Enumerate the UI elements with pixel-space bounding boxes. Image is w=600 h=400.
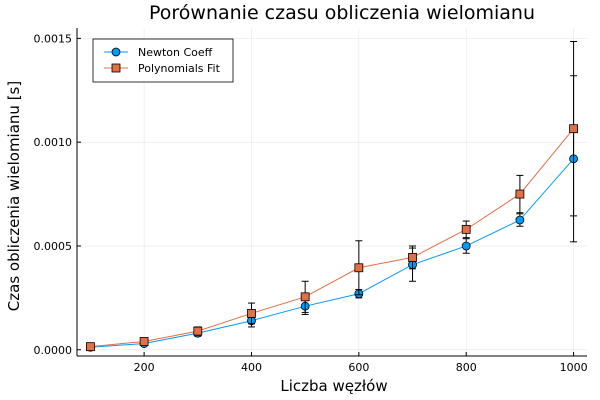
chart-title: Porównanie czasu obliczenia wielomianu — [149, 2, 535, 24]
x-tick-label: 600 — [348, 361, 369, 374]
legend: Newton Coeff Polynomials Fit — [92, 38, 234, 83]
data-point-square — [247, 309, 256, 318]
x-tick-label: 1000 — [560, 361, 588, 374]
x-tick-label: 400 — [241, 361, 262, 374]
series-2 — [86, 40, 578, 352]
data-point-square — [569, 124, 578, 134]
data-point-circle — [515, 215, 525, 225]
data-point-square — [139, 337, 149, 346]
y-tick-label: 0.0000 — [34, 344, 73, 357]
series-1 — [86, 75, 578, 352]
data-point-square — [354, 263, 364, 273]
legend-marker-square — [111, 63, 121, 73]
legend-label: Newton Coeff — [138, 46, 213, 59]
x-tick-label: 200 — [134, 361, 155, 374]
data-point-square — [86, 342, 95, 352]
data-point-circle — [461, 241, 471, 251]
data-point-square — [193, 326, 203, 336]
x-tick-label: 800 — [456, 361, 477, 374]
legend-label: Polynomials Fit — [138, 62, 221, 75]
legend-box — [92, 38, 234, 83]
series-line — [90, 128, 574, 348]
y-tick-label: 0.0005 — [34, 240, 73, 253]
data-point-square — [408, 252, 417, 262]
data-point-square — [300, 292, 310, 302]
data-point-square — [515, 189, 525, 199]
legend-marker-circle — [111, 47, 121, 57]
x-axis-title: Liczba węzłów — [280, 377, 387, 395]
y-tick-label: 0.0015 — [34, 32, 73, 45]
y-tick-label: 0.0010 — [34, 136, 73, 149]
data-point-square — [461, 224, 471, 234]
y-axis-title: Czas obliczenia wielomianu [s] — [5, 81, 23, 311]
series-line — [90, 158, 574, 348]
